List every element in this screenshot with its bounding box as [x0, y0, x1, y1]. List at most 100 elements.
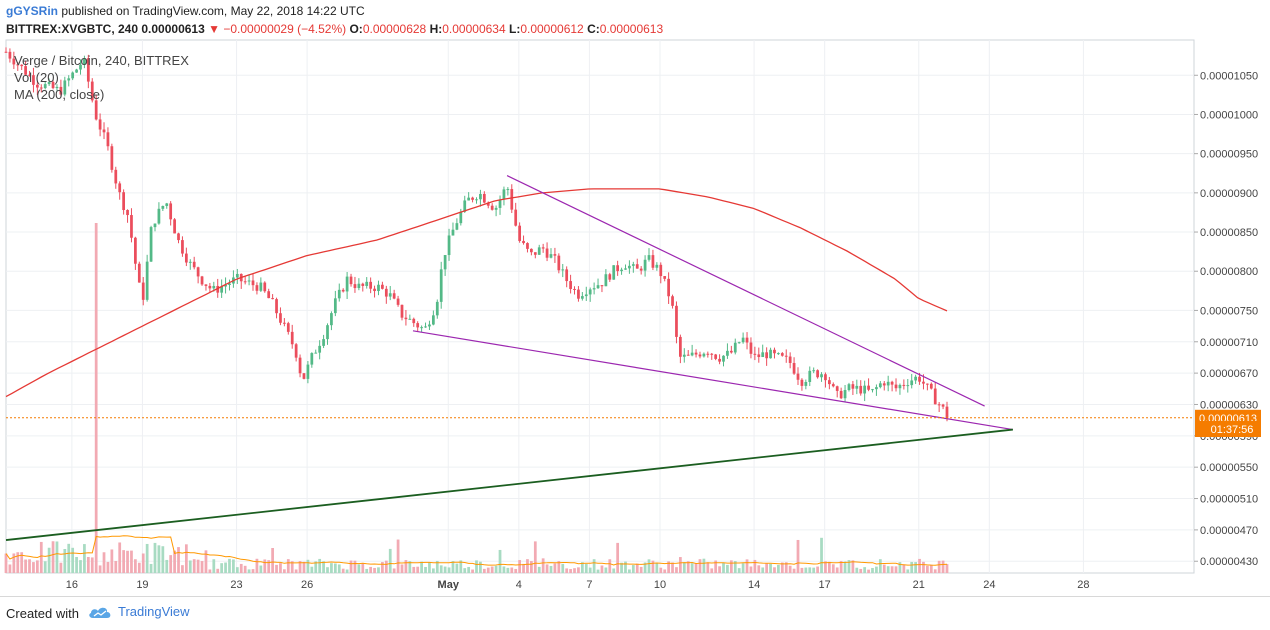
- volume-bar: [455, 563, 459, 573]
- volume-bar: [494, 565, 498, 573]
- candle-body: [526, 243, 529, 249]
- volume-bar: [698, 559, 702, 573]
- candle-body: [243, 281, 247, 283]
- candle-body: [224, 285, 227, 287]
- x-tick-label: 24: [983, 579, 995, 591]
- volume-bar: [628, 569, 631, 573]
- candle-body: [75, 69, 78, 73]
- candle-body: [702, 353, 706, 357]
- volume-bar: [126, 550, 129, 573]
- plot-area: [5, 39, 1195, 574]
- volume-bar: [435, 560, 439, 573]
- volume-bar: [608, 559, 612, 573]
- volume-bar: [306, 559, 310, 573]
- candle-body: [679, 336, 682, 357]
- candle-body: [800, 379, 804, 386]
- candle-body: [502, 189, 506, 200]
- tradingview-link[interactable]: TradingView: [88, 604, 190, 619]
- symbol-label[interactable]: BITTREX:XVGBTC, 240: [6, 22, 139, 36]
- legend-vol[interactable]: Vol (20): [14, 70, 59, 85]
- candle-body: [726, 350, 729, 356]
- volume-bar: [541, 558, 545, 573]
- volume-bar: [326, 567, 329, 573]
- volume-bar: [820, 537, 823, 573]
- candle-body: [714, 354, 718, 359]
- volume-bar: [714, 560, 718, 573]
- volume-bar: [130, 550, 133, 573]
- volume-bar: [792, 568, 796, 573]
- y-tick-label: 0.00000750: [1200, 305, 1258, 317]
- volume-bar: [196, 559, 200, 573]
- volume-bar: [902, 564, 906, 573]
- candle-body: [298, 357, 302, 374]
- volume-bar: [463, 568, 467, 573]
- candle-body: [137, 263, 141, 283]
- x-tick-label: 17: [819, 579, 831, 591]
- volume-bar: [788, 565, 792, 573]
- author-link[interactable]: gGYSRin: [6, 4, 59, 18]
- candle-body: [373, 288, 376, 292]
- volume-bar: [63, 549, 67, 573]
- candle-body: [675, 305, 678, 337]
- candle-body: [263, 282, 267, 292]
- candle-body: [933, 388, 937, 405]
- candle-body: [753, 353, 757, 355]
- legend-ma[interactable]: MA (200, close): [14, 87, 105, 102]
- volume-bar: [671, 562, 674, 573]
- candle-body: [906, 385, 910, 387]
- candle-body: [216, 285, 220, 293]
- x-tick-label: 21: [913, 579, 925, 591]
- volume-bar: [847, 560, 851, 573]
- volume-bar: [400, 564, 404, 573]
- volume-bar: [482, 568, 486, 573]
- volume-bar: [279, 563, 282, 573]
- candle-body: [102, 129, 106, 133]
- volume-bar: [318, 558, 322, 573]
- candle-body: [118, 183, 122, 193]
- price-chart[interactable]: 0.00001050 0.00001000 0.00000950 0.00000900…: [0, 0, 1270, 596]
- brand-label: TradingView: [118, 604, 190, 619]
- candle-body: [447, 235, 451, 256]
- volume-bar: [35, 560, 39, 573]
- volume-bar: [239, 563, 243, 573]
- candle-body: [827, 380, 831, 385]
- candle-body: [16, 64, 20, 66]
- candle-body: [424, 326, 427, 328]
- volume-bar: [522, 563, 525, 573]
- candle-body: [628, 265, 631, 269]
- candle-body: [808, 370, 812, 382]
- volume-bar: [475, 560, 478, 573]
- volume-bar: [157, 545, 161, 573]
- volume-bar: [549, 565, 553, 573]
- candle-body: [741, 337, 745, 343]
- volume-bar: [530, 561, 533, 573]
- volume-bar: [32, 562, 35, 573]
- volume-bar: [275, 564, 278, 573]
- candle-body: [39, 87, 43, 89]
- volume-bar: [416, 566, 420, 573]
- volume-bar: [545, 564, 549, 573]
- candle-body: [67, 78, 71, 81]
- volume-bar: [200, 561, 204, 573]
- volume-bar: [663, 569, 667, 573]
- volume-bar: [283, 569, 286, 573]
- volume-bar: [631, 565, 635, 573]
- candle-body: [294, 344, 298, 358]
- candle-body: [259, 282, 263, 291]
- volume-bar: [4, 553, 8, 573]
- volume-bar: [39, 541, 43, 573]
- volume-bar: [749, 566, 753, 573]
- candle-body: [330, 313, 333, 326]
- volume-bar: [384, 560, 388, 573]
- candle-body: [608, 274, 612, 280]
- volume-bar: [165, 559, 169, 573]
- volume-bar: [800, 567, 804, 573]
- legend-title[interactable]: Verge / Bitcoin, 240, BITTREX: [14, 53, 189, 68]
- volume-bar: [333, 563, 337, 573]
- volume-bar: [247, 569, 251, 573]
- volume-bar: [898, 562, 902, 573]
- chart-legend: Verge / Bitcoin, 240, BITTREX Vol (20) M…: [14, 52, 189, 103]
- volume-bar: [431, 568, 435, 573]
- candle-body: [777, 353, 780, 355]
- candle-body: [337, 289, 341, 299]
